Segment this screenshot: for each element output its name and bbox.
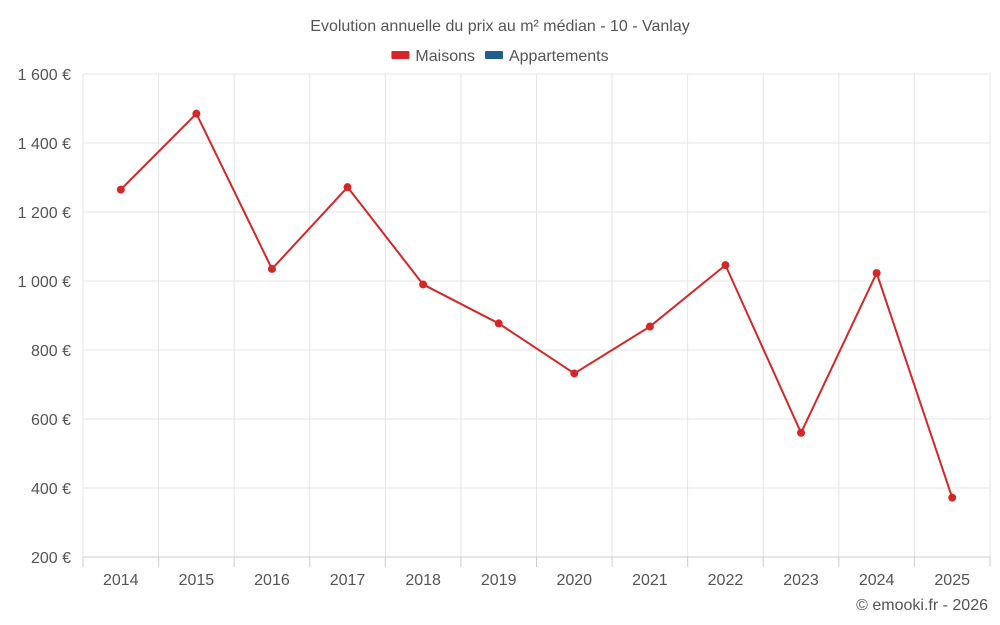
y-tick-label: 1 200 € [18,205,71,222]
data-point [797,428,806,437]
y-tick-label: 1 400 € [18,136,71,153]
x-tick-label: 2021 [632,572,668,589]
series-layer [116,109,957,502]
legend-item-maisons[interactable]: Maisons [391,48,475,65]
data-point [494,319,503,328]
x-tick-label: 2016 [254,572,290,589]
legend-swatch [391,51,410,59]
y-tick-label: 1 000 € [18,274,71,291]
data-point [116,185,125,194]
x-tick-label: 2024 [859,572,895,589]
data-point [645,322,654,331]
y-axis: 200 € 400 € 600 € 800 € 1 000 € 1 200 € 1 400 … [18,67,71,567]
chart-title: Evolution annuelle du prix au m² médian … [310,18,689,35]
credit-text: © emooki.fr - 2026 [856,597,988,614]
x-tick-label: 2022 [708,572,744,589]
x-tick-label: 2023 [783,572,819,589]
data-point [419,280,428,289]
x-tick-label: 2025 [934,572,970,589]
data-point [721,261,730,270]
x-tick-label: 2020 [556,572,592,589]
legend-swatch [484,51,503,59]
legend-label: Appartements [509,48,609,65]
series-line-maisons [120,112,954,498]
x-tick-label: 2017 [330,572,366,589]
data-point [948,493,957,502]
data-point [343,183,352,192]
y-tick-label: 800 € [31,343,71,360]
x-tick-label: 2018 [405,572,441,589]
x-axis: 2014 2015 2016 2017 2018 2019 2020 2021 2022 2023… [82,556,991,589]
legend-label: Maisons [415,48,475,65]
data-point [570,369,579,378]
data-point [192,109,201,118]
legend-item-appartements[interactable]: Appartements [484,48,609,65]
vertical-gridlines [82,74,991,557]
x-tick-label: 2015 [179,572,215,589]
x-tick-label: 2014 [103,572,139,589]
legend: Maisons Appartements [391,48,609,65]
x-tick-label: 2019 [481,572,517,589]
y-tick-label: 1 600 € [18,67,71,84]
data-point [872,269,881,278]
y-tick-label: 600 € [31,412,71,429]
data-point [267,264,276,273]
y-tick-label: 200 € [31,550,71,567]
y-tick-label: 400 € [31,481,71,498]
